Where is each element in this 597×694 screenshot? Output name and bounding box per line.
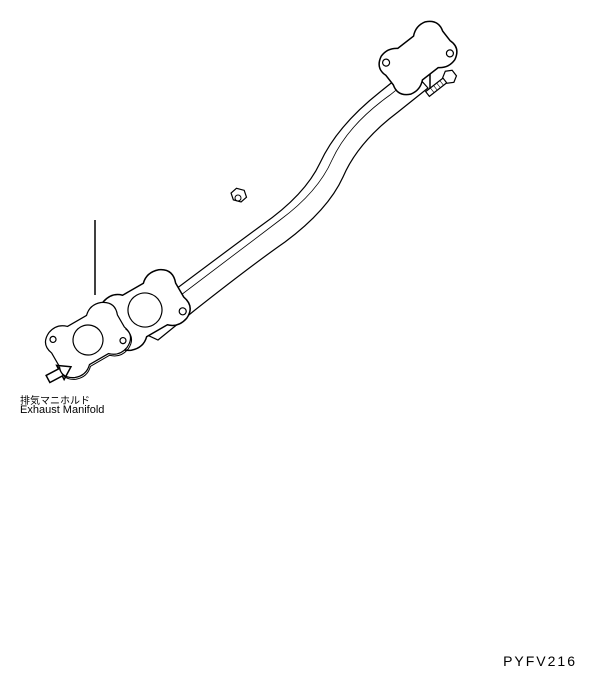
- diagram-svg: [0, 0, 597, 689]
- label-exhaust-manifold-en: Exhaust Manifold: [20, 404, 104, 416]
- tube-boss-nut: [229, 187, 248, 203]
- technical-diagram: 排気マニホルド Exhaust Manifold PYFV216: [0, 0, 597, 689]
- drawing-id: PYFV216: [503, 653, 577, 669]
